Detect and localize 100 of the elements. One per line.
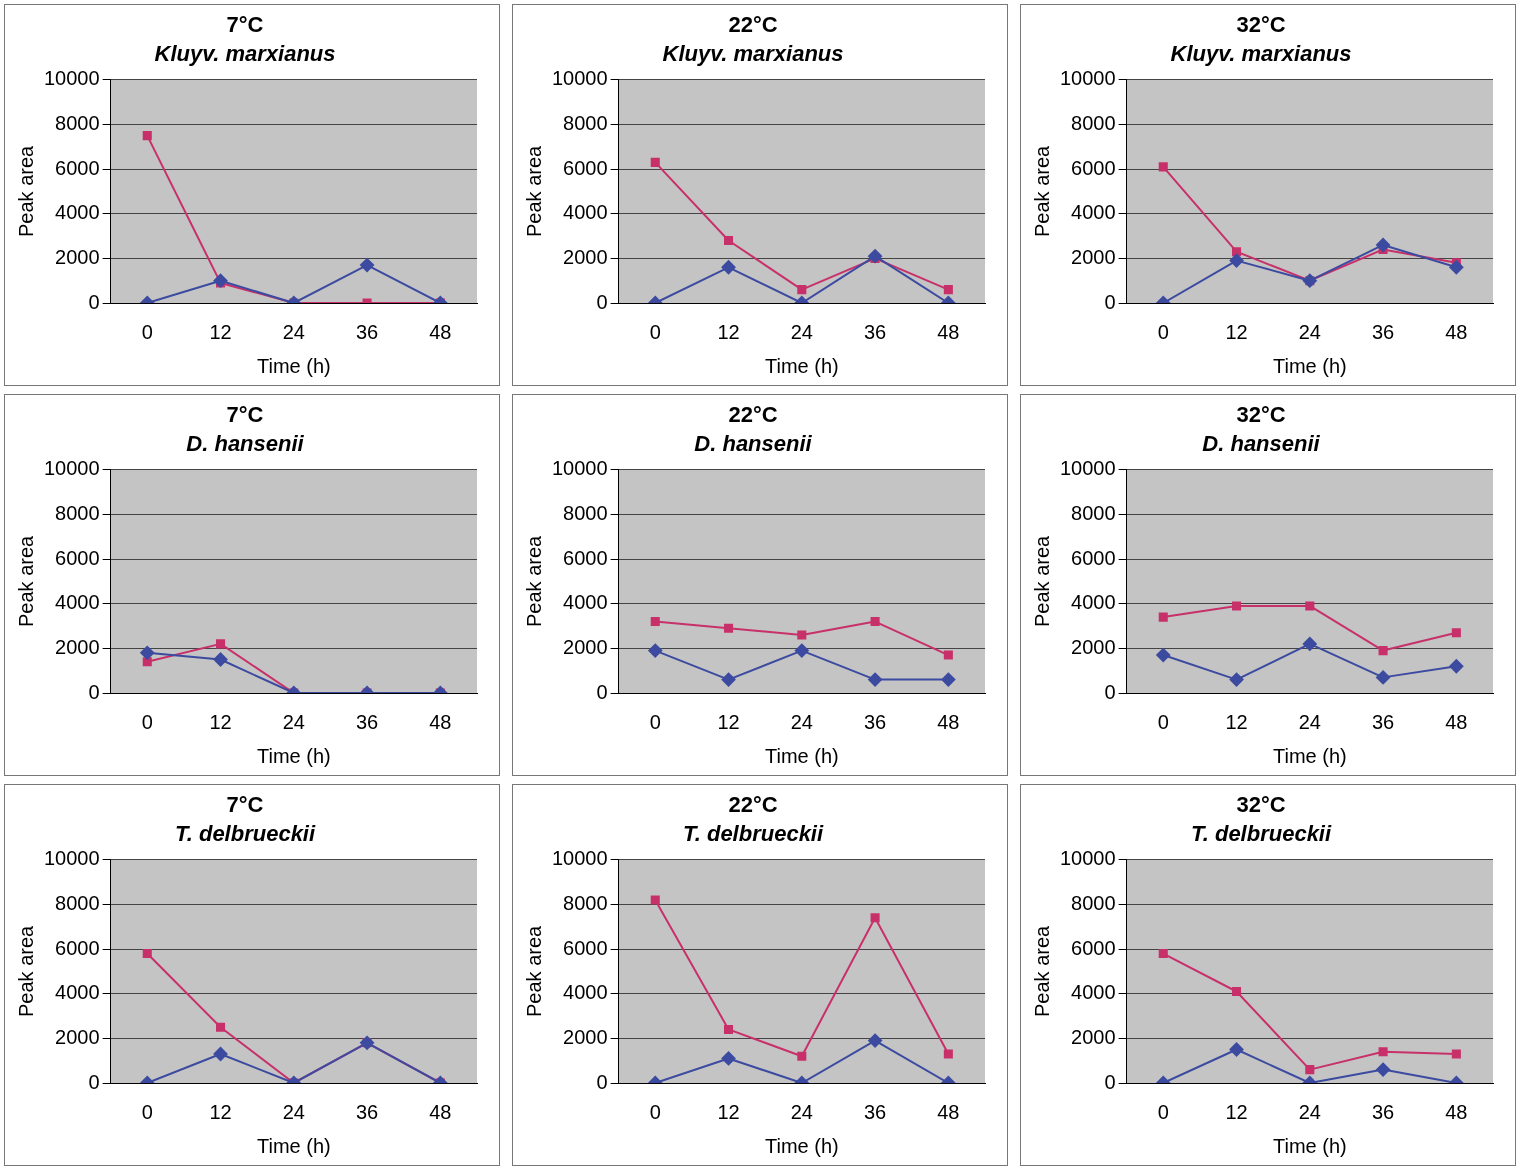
x-tick-label: 24 [282, 1100, 305, 1123]
chart-title: 32°C [1236, 402, 1286, 428]
y-axis-title: Peak area [14, 534, 37, 627]
x-tick-label: 0 [1157, 1100, 1169, 1123]
x-tick-label: 36 [1371, 710, 1395, 733]
y-tick-label: 6000 [55, 936, 100, 959]
x-axis-title: Time (h) [256, 1134, 331, 1157]
y-tick-label: 4000 [563, 591, 608, 614]
x-tick-label: 12 [209, 1100, 232, 1123]
y-tick-label: 6000 [55, 546, 100, 569]
y-axis-title: Peak area [14, 144, 37, 237]
x-axis-title: Time (h) [1272, 354, 1347, 377]
y-tick-label: 10000 [1059, 457, 1116, 480]
y-axis-title: Peak area [522, 144, 545, 237]
chart-subtitle: Kluyv. marxianus [662, 40, 844, 66]
y-tick-label: 10000 [551, 847, 608, 870]
x-tick-label: 12 [1225, 710, 1248, 733]
y-axis-title: Peak area [1030, 144, 1053, 237]
x-tick-label: 12 [209, 710, 232, 733]
y-tick-label: 10000 [551, 457, 608, 480]
chart-title: 7°C [226, 402, 264, 428]
y-tick-label: 6000 [1071, 936, 1116, 959]
y-tick-label: 2000 [55, 635, 100, 658]
chart-subtitle: T. delbrueckii [1190, 820, 1332, 846]
x-tick-label: 48 [1445, 320, 1468, 343]
y-tick-label: 0 [88, 680, 100, 703]
x-tick-label: 24 [1298, 1100, 1321, 1123]
y-tick-label: 2000 [563, 635, 608, 658]
chart-title: 22°C [728, 402, 778, 428]
x-tick-label: 48 [429, 320, 452, 343]
y-tick-label: 0 [596, 1070, 608, 1093]
x-tick-label: 0 [649, 1100, 661, 1123]
y-tick-label: 0 [1104, 1070, 1116, 1093]
y-tick-label: 8000 [563, 891, 608, 914]
y-tick-label: 0 [596, 290, 608, 313]
x-tick-label: 12 [209, 320, 232, 343]
x-tick-label: 48 [429, 710, 452, 733]
chart-subtitle: D. hansenii [1202, 430, 1321, 456]
chart-subtitle: Kluyv. marxianus [154, 40, 336, 66]
y-axis-title: Peak area [1030, 534, 1053, 627]
x-tick-label: 12 [1225, 1100, 1248, 1123]
x-axis-title: Time (h) [764, 354, 839, 377]
y-tick-label: 8000 [55, 501, 100, 524]
x-axis-title: Time (h) [764, 1134, 839, 1157]
y-tick-label: 0 [88, 1070, 100, 1093]
chart-subtitle: T. delbrueckii [174, 820, 316, 846]
chart-subtitle: Kluyv. marxianus [1170, 40, 1352, 66]
chart-title: 7°C [226, 792, 264, 818]
y-axis-title: Peak area [1030, 924, 1053, 1017]
y-tick-label: 6000 [1071, 156, 1116, 179]
x-tick-label: 48 [1445, 1100, 1468, 1123]
y-tick-label: 4000 [1071, 201, 1116, 224]
x-tick-label: 12 [717, 710, 740, 733]
y-tick-label: 8000 [563, 111, 608, 134]
y-tick-label: 10000 [43, 67, 100, 90]
y-tick-label: 10000 [43, 457, 100, 480]
y-tick-label: 8000 [55, 891, 100, 914]
x-tick-label: 24 [1298, 710, 1321, 733]
x-tick-label: 12 [1225, 320, 1248, 343]
y-tick-label: 8000 [563, 501, 608, 524]
y-tick-label: 8000 [55, 111, 100, 134]
y-tick-label: 8000 [1071, 501, 1116, 524]
x-tick-label: 36 [1371, 320, 1395, 343]
y-tick-label: 4000 [55, 201, 100, 224]
y-tick-label: 8000 [1071, 891, 1116, 914]
x-tick-label: 24 [790, 320, 813, 343]
y-tick-label: 8000 [1071, 111, 1116, 134]
y-tick-label: 6000 [563, 546, 608, 569]
x-tick-label: 24 [790, 710, 813, 733]
y-tick-label: 4000 [563, 981, 608, 1004]
x-tick-label: 24 [282, 320, 305, 343]
x-axis-title: Time (h) [1272, 1134, 1347, 1157]
x-tick-label: 36 [1371, 1100, 1395, 1123]
y-tick-label: 2000 [563, 1025, 608, 1048]
y-tick-label: 2000 [1071, 1025, 1116, 1048]
y-tick-label: 10000 [551, 67, 608, 90]
x-tick-label: 0 [1157, 710, 1169, 733]
y-tick-label: 2000 [563, 245, 608, 268]
x-tick-label: 36 [355, 320, 379, 343]
x-axis-title: Time (h) [256, 354, 331, 377]
y-axis-title: Peak area [522, 924, 545, 1017]
x-axis-title: Time (h) [256, 744, 331, 767]
x-axis-title: Time (h) [1272, 744, 1347, 767]
y-tick-label: 2000 [1071, 245, 1116, 268]
x-tick-label: 0 [141, 710, 153, 733]
x-tick-label: 0 [649, 710, 661, 733]
y-tick-label: 6000 [1071, 546, 1116, 569]
chart-title: 22°C [728, 12, 778, 38]
x-tick-label: 0 [141, 320, 153, 343]
x-tick-label: 36 [355, 1100, 379, 1123]
x-tick-label: 36 [355, 710, 379, 733]
x-axis-title: Time (h) [764, 744, 839, 767]
y-tick-label: 10000 [1059, 847, 1116, 870]
x-tick-label: 12 [717, 1100, 740, 1123]
chart-title: 32°C [1236, 792, 1286, 818]
x-tick-label: 48 [937, 710, 960, 733]
x-tick-label: 48 [1445, 710, 1468, 733]
chart-title: 7°C [226, 12, 264, 38]
y-tick-label: 4000 [55, 591, 100, 614]
y-tick-label: 4000 [1071, 591, 1116, 614]
